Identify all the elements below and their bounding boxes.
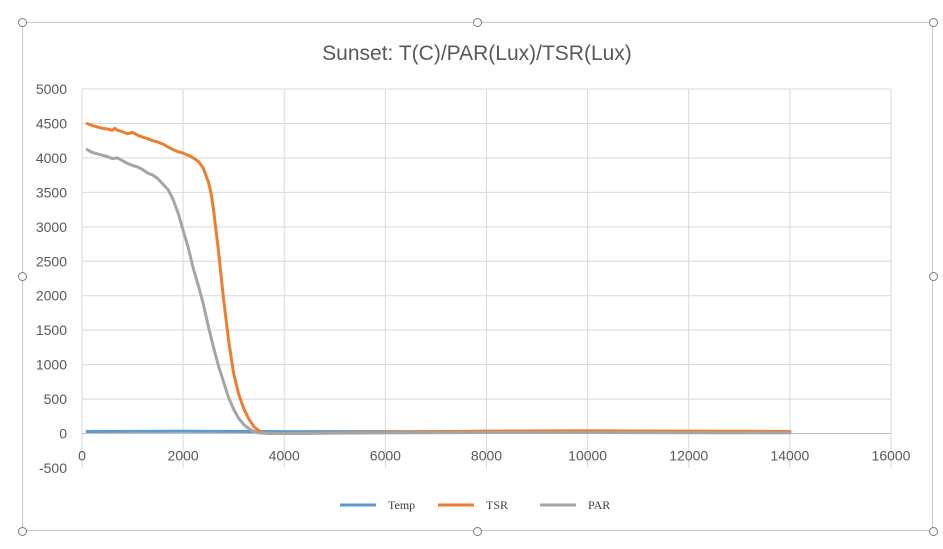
tick-labels: -500 0 500 1000 1500 2000 2500 3000 3500 4000 4500… bbox=[36, 81, 911, 476]
y-tick-label: 1000 bbox=[36, 357, 67, 373]
x-tick-label: 12000 bbox=[669, 448, 708, 464]
x-tick-label: 6000 bbox=[370, 448, 401, 464]
y-tick-label: 500 bbox=[44, 391, 68, 407]
x-tick-label: 0 bbox=[78, 448, 86, 464]
gridlines bbox=[81, 88, 892, 468]
resize-handle-top-center[interactable] bbox=[473, 18, 482, 27]
y-tick-label: 5000 bbox=[36, 81, 67, 97]
resize-handle-middle-left[interactable] bbox=[18, 272, 27, 281]
y-tick-label: 3000 bbox=[36, 219, 67, 235]
series-line-par bbox=[85, 148, 792, 435]
y-tick-label: 4500 bbox=[36, 115, 67, 131]
y-tick-label: 4000 bbox=[36, 150, 67, 166]
series-line-tsr bbox=[85, 122, 792, 435]
resize-handle-top-left[interactable] bbox=[18, 18, 27, 27]
y-tick-label: 0 bbox=[59, 426, 67, 442]
x-tick-label: 2000 bbox=[168, 448, 199, 464]
resize-handle-bottom-right[interactable] bbox=[929, 527, 938, 536]
x-tick-label: 14000 bbox=[770, 448, 809, 464]
x-tick-label: 4000 bbox=[269, 448, 300, 464]
x-tick-label: 8000 bbox=[471, 448, 502, 464]
resize-handle-bottom-left[interactable] bbox=[18, 527, 27, 536]
x-tick-label: 10000 bbox=[568, 448, 607, 464]
legend-label-temp: Temp bbox=[388, 498, 415, 512]
legend-label-tsr: TSR bbox=[486, 498, 508, 512]
resize-handle-top-right[interactable] bbox=[929, 18, 938, 27]
legend: Temp TSR PAR bbox=[340, 498, 610, 512]
y-tick-label: 2500 bbox=[36, 253, 67, 269]
y-tick-label: 1500 bbox=[36, 322, 67, 338]
legend-label-par: PAR bbox=[588, 498, 610, 512]
y-tick-label: 2000 bbox=[36, 288, 67, 304]
y-tick-label: 3500 bbox=[36, 184, 67, 200]
resize-handle-bottom-center[interactable] bbox=[473, 527, 482, 536]
resize-handle-middle-right[interactable] bbox=[929, 272, 938, 281]
chart-title: Sunset: T(C)/PAR(Lux)/TSR(Lux) bbox=[322, 42, 632, 65]
y-tick-label: -500 bbox=[39, 460, 67, 476]
series-lines bbox=[85, 122, 792, 435]
x-tick-label: 16000 bbox=[872, 448, 911, 464]
